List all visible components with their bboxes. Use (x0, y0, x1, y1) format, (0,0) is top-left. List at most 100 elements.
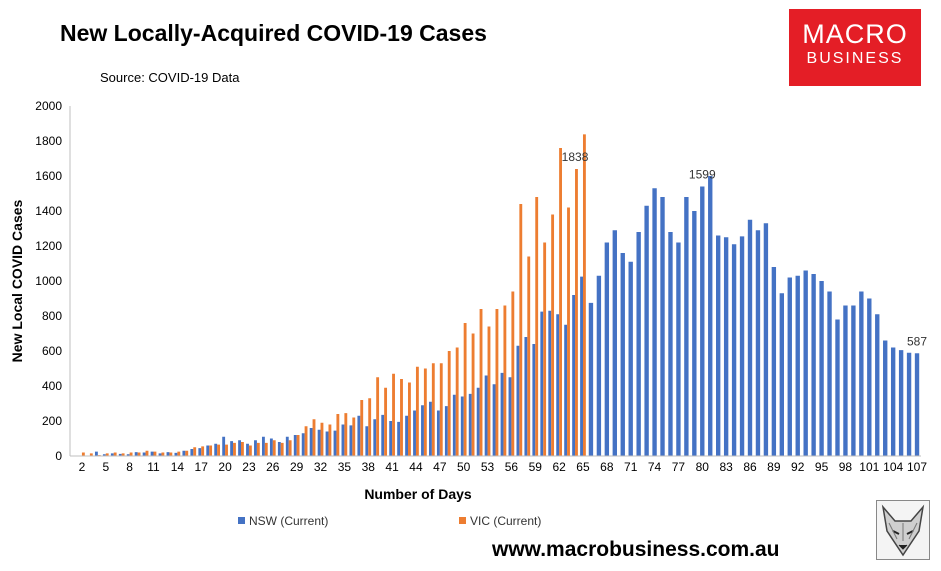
x-tick-label: 92 (791, 460, 805, 474)
vic-bar (304, 426, 308, 456)
vic-bar (153, 451, 157, 456)
nsw-bar (429, 401, 432, 456)
x-tick-label: 41 (385, 460, 399, 474)
nsw-bar (700, 186, 705, 456)
x-tick-label: 89 (767, 460, 781, 474)
x-tick-label: 35 (338, 460, 352, 474)
nsw-bar (309, 428, 313, 456)
nsw-bar (190, 449, 194, 456)
nsw-bar (716, 235, 721, 456)
nsw-bar (102, 454, 106, 456)
y-tick-label: 800 (42, 309, 62, 323)
vic-bar (344, 413, 348, 456)
nsw-bar (747, 219, 753, 456)
vic-bar (479, 309, 483, 456)
nsw-bar (596, 275, 602, 456)
vic-bar (511, 291, 515, 456)
vic-bar (352, 417, 356, 456)
x-tick-label: 32 (314, 460, 328, 474)
nsw-bar (317, 429, 321, 456)
x-axis-ticks: 2 5 8 11 14 17 20 23 26 29 32 35 38 41 44 47 50 53 56 59 62 6… (79, 460, 928, 474)
vic-bar (392, 373, 395, 456)
macrobusiness-logo: MACRO BUSINESS (789, 9, 921, 86)
x-tick-label: 17 (195, 460, 209, 474)
nsw-bar (182, 450, 186, 456)
nsw-bar (301, 433, 305, 456)
nsw-bar (787, 277, 792, 456)
vic-bar (312, 419, 316, 456)
vic-bar (336, 414, 340, 456)
vic-bar (145, 450, 149, 456)
nsw-bar (277, 442, 281, 456)
nsw-bar (254, 440, 257, 456)
x-tick-label: 59 (529, 460, 543, 474)
vic-bar (113, 452, 117, 456)
vic-bar (463, 323, 467, 456)
vic-bar (575, 169, 578, 456)
nsw-bar (222, 436, 226, 456)
nsw-bar (676, 242, 681, 456)
x-tick-label: 8 (126, 460, 133, 474)
nsw-bar (134, 452, 138, 456)
nsw-bar (867, 298, 872, 456)
x-tick-label: 107 (907, 460, 927, 474)
nsw-bar (500, 372, 504, 456)
x-tick-label: 11 (147, 460, 160, 474)
logo-line-2: BUSINESS (806, 50, 904, 67)
nsw-bar (898, 350, 904, 456)
nsw-bar (214, 443, 218, 456)
annotations: 1838 1599 587 (562, 150, 928, 348)
nsw-bar (238, 440, 241, 456)
vic-bar (240, 442, 244, 456)
fox-mascot-icon (876, 500, 930, 560)
nsw-bar (739, 236, 745, 456)
nsw-bar (644, 205, 649, 456)
nsw-bar (381, 414, 385, 456)
nsw-bar (612, 230, 617, 456)
nsw-bar (906, 352, 912, 456)
nsw-bar (779, 293, 785, 456)
y-tick-label: 1000 (35, 274, 62, 288)
nsw-bar (397, 421, 401, 456)
nsw-bar (421, 405, 424, 456)
nsw-bar (628, 261, 633, 456)
vic-bar (233, 442, 236, 456)
y-tick-label: 0 (55, 449, 62, 463)
vic-bar (105, 453, 109, 456)
vic-bar (272, 440, 276, 456)
nsw-bar (692, 211, 697, 456)
nsw-bar (548, 310, 552, 456)
data-label: 1838 (562, 150, 589, 164)
vic-bar (582, 134, 586, 456)
vic-bar (193, 447, 197, 456)
x-tick-label: 104 (883, 460, 903, 474)
vic-bar (431, 363, 435, 456)
nsw-bar (389, 421, 393, 456)
nsw-bar (859, 291, 864, 456)
nsw-bar (883, 340, 888, 456)
nsw-bar (524, 337, 528, 456)
nsw-bar (341, 424, 345, 456)
x-tick-label: 65 (576, 460, 590, 474)
vic-bar (209, 445, 213, 456)
legend: NSW (Current) VIC (Current) (238, 514, 541, 528)
logo-line-1: MACRO (802, 19, 908, 49)
vic-bar (185, 450, 189, 456)
nsw-bar (731, 244, 737, 456)
nsw-bar (126, 454, 130, 456)
vic-bar (503, 305, 507, 456)
nsw-bar (158, 453, 162, 456)
vic-bar (487, 326, 491, 456)
vic-bar (89, 453, 93, 456)
vic-bar (455, 347, 459, 456)
nsw-bar (94, 451, 98, 456)
nsw-bar (572, 295, 576, 456)
x-tick-label: 77 (672, 460, 686, 474)
website-url: www.macrobusiness.com.au (492, 538, 780, 561)
nsw-bar (150, 451, 154, 456)
nsw-bar (660, 197, 665, 456)
nsw-bar (652, 188, 657, 456)
y-tick-label: 1600 (35, 169, 62, 183)
vic-bar (559, 148, 562, 456)
x-tick-label: 56 (505, 460, 519, 474)
